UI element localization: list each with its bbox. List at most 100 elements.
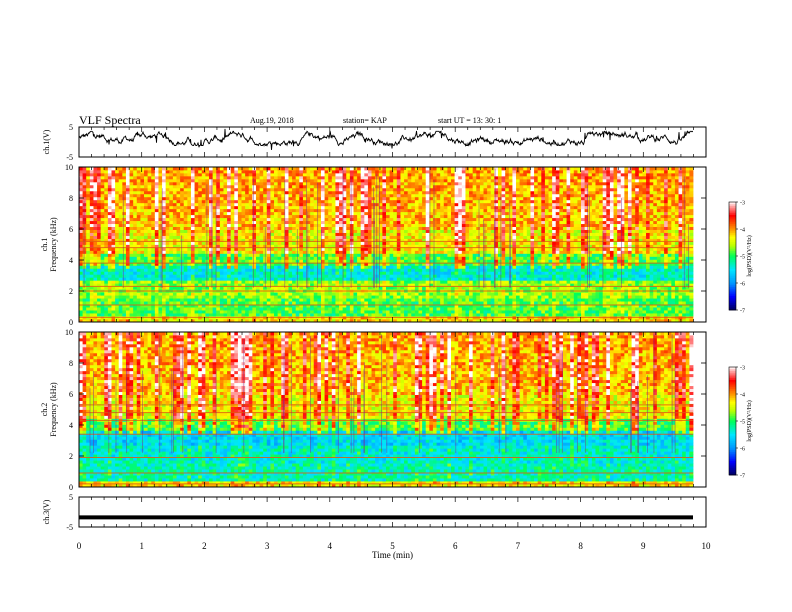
spectrogram-cell	[255, 235, 260, 239]
spectrogram-cell	[198, 262, 203, 266]
spectrogram-cell	[183, 217, 188, 222]
spectrogram-cell	[404, 178, 409, 183]
spectrogram-cell	[259, 262, 264, 266]
spectrogram-cell	[382, 211, 387, 216]
spectrogram-cell	[97, 310, 102, 314]
spectrogram-cell	[299, 172, 304, 177]
spectrogram-cell	[219, 319, 224, 323]
spectrogram-cell	[79, 319, 84, 323]
spectrogram-cell	[107, 181, 112, 186]
spectrogram-cell	[349, 229, 354, 233]
spectrogram-cell	[342, 319, 347, 323]
spectrogram-cell	[367, 196, 372, 201]
spectrogram-cell	[227, 193, 232, 198]
spectrogram-cell	[386, 250, 391, 254]
spectrogram-cell	[375, 232, 380, 236]
spectrogram-cell	[277, 205, 282, 210]
spectrogram-cell	[245, 310, 250, 314]
spectrogram-cell	[205, 256, 210, 260]
spectrogram-cell	[317, 295, 322, 299]
spectrogram-cell	[176, 196, 181, 201]
spectrogram-cell	[158, 271, 163, 275]
spectrogram-cell	[241, 178, 246, 183]
spectrogram-cell	[292, 169, 297, 174]
spectrogram-cell	[371, 304, 376, 308]
spectrogram-cell	[219, 193, 224, 198]
spectrogram-cell	[371, 310, 376, 314]
spectrogram-cell	[324, 313, 329, 317]
spectrogram-cell	[313, 280, 318, 284]
spectrogram-cell	[357, 175, 362, 180]
spectrogram-cell	[248, 169, 253, 174]
spectrogram-cell	[281, 286, 286, 290]
spectrogram-cell	[328, 205, 333, 210]
spectrogram-cell	[367, 298, 372, 302]
spectrogram-cell	[277, 187, 282, 192]
spectrogram-cell	[104, 232, 109, 236]
spectrogram-cell	[154, 229, 159, 233]
spectrogram-cell	[313, 304, 318, 308]
spectrogram-cell	[212, 193, 217, 198]
spectrogram-cell	[241, 262, 246, 266]
spectrogram-cell	[140, 304, 145, 308]
spectrogram-cell	[375, 262, 380, 266]
spectrogram-cell	[357, 211, 362, 216]
spectrogram-cell	[129, 244, 134, 248]
spectrogram-cell	[158, 292, 163, 296]
spectrogram-cell	[335, 277, 340, 281]
spectrogram-cell	[371, 175, 376, 180]
spectrogram-cell	[414, 223, 419, 228]
spectrogram-cell	[201, 175, 206, 180]
spectrogram-cell	[97, 178, 102, 183]
spectrogram-cell	[180, 313, 185, 317]
spectrogram-cell	[79, 298, 84, 302]
spectrogram-cell	[342, 238, 347, 242]
spectrogram-cell	[89, 190, 94, 195]
spectrogram-cell	[172, 196, 177, 201]
spectrogram-cell	[274, 259, 279, 263]
spectrogram-cell	[393, 184, 398, 189]
spectrogram-cell	[115, 211, 120, 216]
spectrogram-cell	[111, 244, 116, 248]
spectrogram-cell	[245, 229, 250, 233]
spectrogram-cell	[100, 214, 105, 219]
spectrogram-cell	[353, 202, 358, 207]
spectrogram-cell	[407, 319, 412, 323]
spectrogram-cell	[346, 244, 351, 248]
spectrogram-cell	[144, 298, 149, 302]
spectrogram-cell	[320, 229, 325, 233]
spectrogram-cell	[266, 301, 271, 305]
spectrogram-cell	[422, 202, 427, 207]
spectrogram-cell	[79, 211, 84, 216]
spectrogram-cell	[89, 271, 94, 275]
spectrogram-cell	[187, 193, 192, 198]
spectrogram-cell	[100, 172, 105, 177]
spectrogram-cell	[378, 169, 383, 174]
spectrogram-cell	[306, 256, 311, 260]
spectrogram-cell	[151, 205, 156, 210]
spectrogram-cell	[306, 181, 311, 186]
spectrogram-cell	[371, 301, 376, 305]
spectrogram-cell	[407, 265, 412, 269]
spectrogram-cell	[190, 211, 195, 216]
spectrogram-cell	[281, 190, 286, 195]
spectrogram-cell	[140, 244, 145, 248]
spectrogram-cell	[133, 238, 138, 242]
spectrogram-cell	[274, 304, 279, 308]
spectrogram-cell	[346, 187, 351, 192]
spectrogram-cell	[118, 181, 123, 186]
spectrogram-cell	[183, 226, 188, 230]
spectrogram-cell	[86, 202, 91, 207]
spectrogram-cell	[162, 190, 167, 195]
spectrogram-cell	[328, 232, 333, 236]
spectrogram-cell	[190, 310, 195, 314]
spectrogram-cell	[367, 187, 372, 192]
spectrogram-cell	[357, 277, 362, 281]
spectrogram-cell	[227, 175, 232, 180]
spectrogram-cell	[339, 172, 344, 177]
spectrogram-cell	[190, 274, 195, 278]
spectrogram-cell	[396, 181, 401, 186]
spectrogram-cell	[169, 196, 174, 201]
spectrogram-cell	[306, 250, 311, 254]
spectrogram-cell	[317, 283, 322, 287]
